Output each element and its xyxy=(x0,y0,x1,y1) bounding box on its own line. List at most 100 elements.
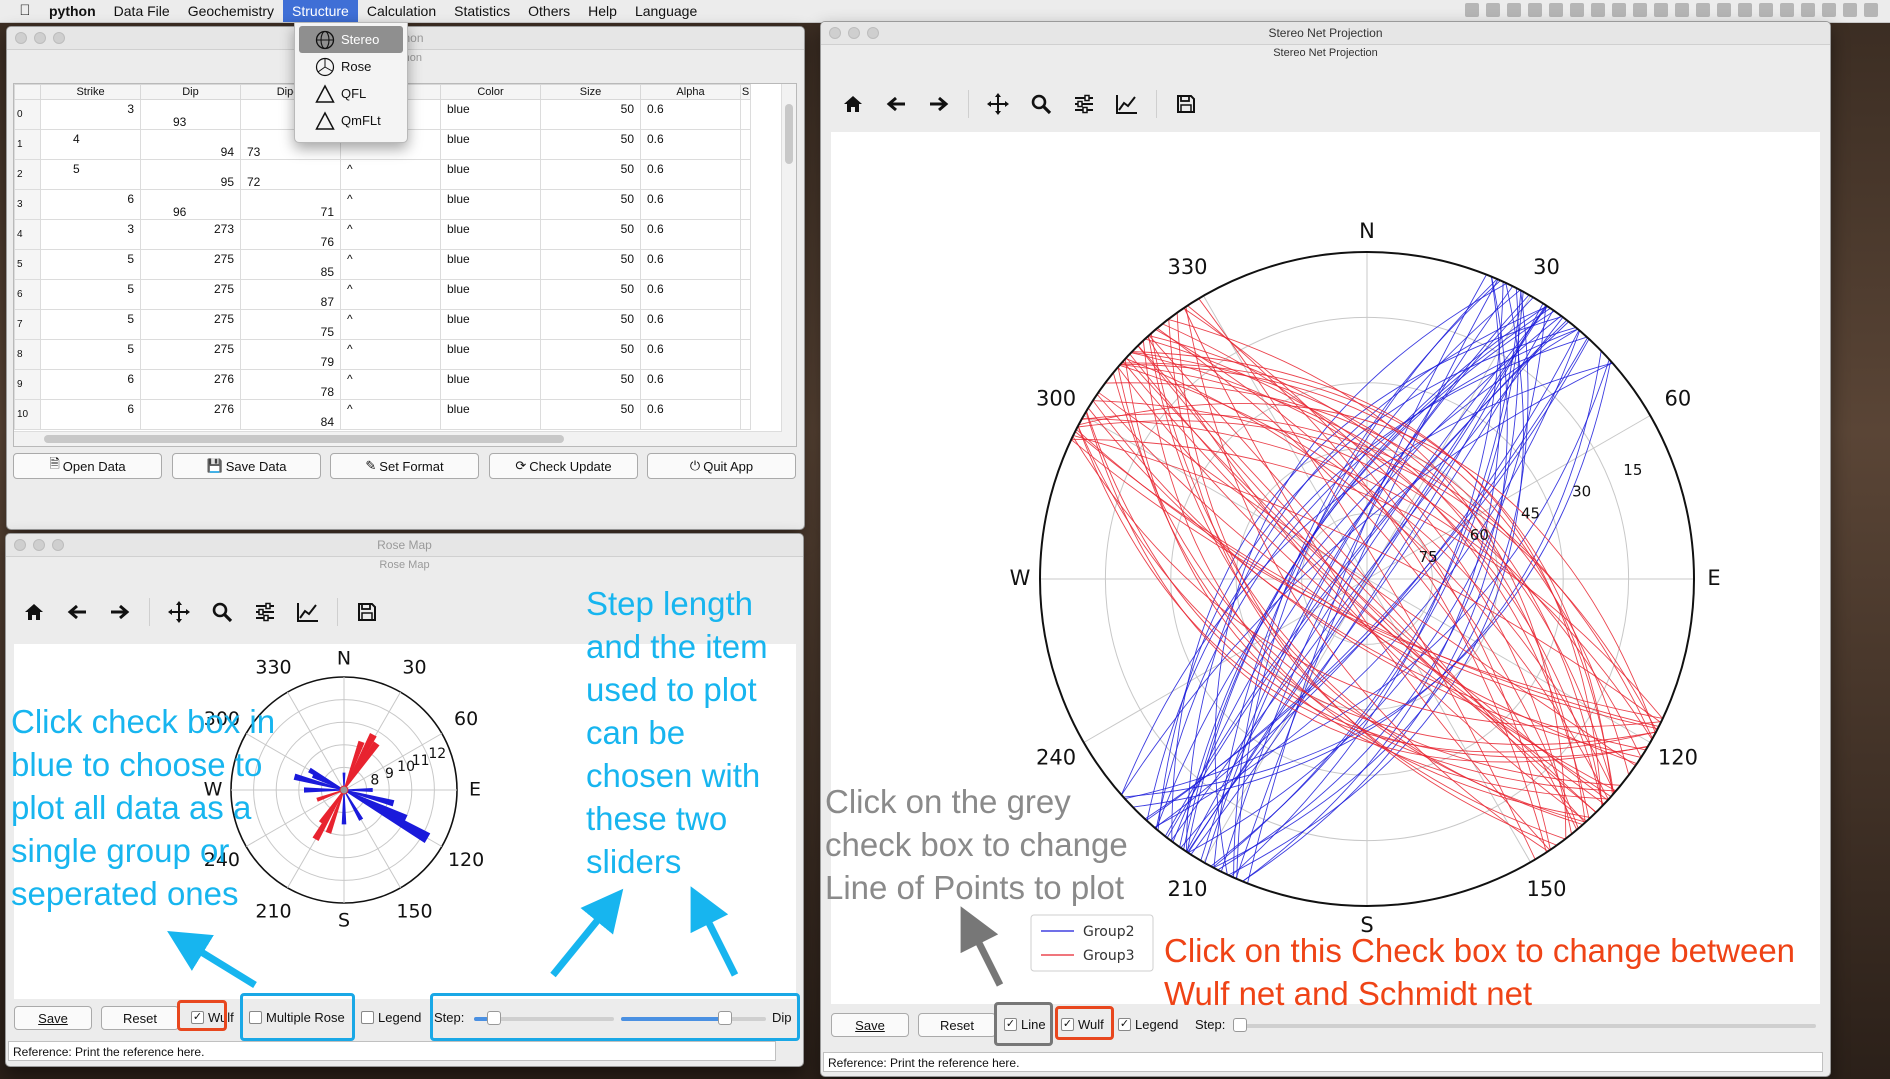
dip-angle-cell[interactable]: 71 xyxy=(240,189,341,220)
checkbox-unchecked[interactable] xyxy=(249,1011,262,1024)
table-row[interactable]: 4 3 273 76 ^ blue 50 0.6 xyxy=(14,219,751,250)
size-cell[interactable]: 50 xyxy=(540,189,641,220)
table-row[interactable]: 8 5 275 79 ^ blue 50 0.6 xyxy=(14,339,751,370)
marker-cell[interactable]: ^ xyxy=(340,399,441,430)
color-cell[interactable]: blue xyxy=(440,219,541,250)
color-cell[interactable]: blue xyxy=(440,309,541,340)
strike-cell[interactable]: 3 xyxy=(40,99,141,130)
dip-cell[interactable]: 275 xyxy=(140,279,241,310)
menu-geochemistry[interactable]: Geochemistry xyxy=(187,3,275,19)
dip-angle-cell[interactable]: 85 xyxy=(240,249,341,280)
checkbox-checked[interactable]: ✓ xyxy=(1004,1018,1017,1031)
zoom-icon[interactable] xyxy=(867,27,879,39)
slider-handle[interactable] xyxy=(486,1011,501,1025)
table-row[interactable]: 9 6 276 78 ^ blue 50 0.6 xyxy=(14,369,751,400)
open-data-button[interactable]: 🗎 Open Data xyxy=(13,453,162,479)
size-cell[interactable]: 50 xyxy=(540,399,641,430)
alpha-cell[interactable]: 0.6 xyxy=(640,159,741,190)
home-icon[interactable] xyxy=(839,90,867,118)
alpha-cell[interactable]: 0.6 xyxy=(640,219,741,250)
alpha-cell[interactable]: 0.6 xyxy=(640,249,741,280)
dip-cell[interactable]: 96 xyxy=(140,189,241,220)
tray-icon[interactable] xyxy=(1780,3,1794,17)
close-icon[interactable] xyxy=(14,539,26,551)
set-format-button[interactable]: ✎ Set Format xyxy=(330,453,479,479)
row-header[interactable]: 6 xyxy=(14,279,41,310)
alpha-cell[interactable]: 0.6 xyxy=(640,369,741,400)
zoom-icon[interactable] xyxy=(53,32,65,44)
strike-cell[interactable]: 6 xyxy=(40,399,141,430)
size-cell[interactable]: 50 xyxy=(540,99,641,130)
legend-checkbox[interactable]: ✓ Legend xyxy=(1118,1017,1178,1032)
save-icon[interactable] xyxy=(353,598,381,626)
sliders-icon[interactable] xyxy=(1070,90,1098,118)
save-data-button[interactable]: 💾 Save Data xyxy=(172,453,321,479)
forward-arrow-icon[interactable] xyxy=(925,90,953,118)
tray-icon[interactable] xyxy=(1801,3,1815,17)
color-cell[interactable]: blue xyxy=(440,129,541,160)
dip-angle-cell[interactable]: 84 xyxy=(240,399,341,430)
tray-icon[interactable] xyxy=(1465,3,1479,17)
chart-line-icon[interactable] xyxy=(1113,90,1141,118)
tray-icon[interactable] xyxy=(1864,3,1878,17)
overflow-cell[interactable] xyxy=(740,399,751,430)
window-titlebar[interactable]: Rose Map xyxy=(6,534,803,557)
marker-cell[interactable]: ^ xyxy=(340,339,441,370)
overflow-cell[interactable] xyxy=(740,249,751,280)
strike-cell[interactable]: 6 xyxy=(40,189,141,220)
tray-icon[interactable] xyxy=(1822,3,1836,17)
dip-angle-cell[interactable]: 87 xyxy=(240,279,341,310)
tray-icon[interactable] xyxy=(1549,3,1563,17)
dip-angle-cell[interactable]: 75 xyxy=(240,309,341,340)
table-row[interactable]: 7 5 275 75 ^ blue 50 0.6 xyxy=(14,309,751,340)
alpha-cell[interactable]: 0.6 xyxy=(640,99,741,130)
table-row[interactable]: 3 6 96 71 ^ blue 50 0.6 xyxy=(14,189,751,220)
tray-icon[interactable] xyxy=(1717,3,1731,17)
table-row[interactable]: 2 5 95 72 ^ blue 50 0.6 xyxy=(14,159,751,190)
marker-cell[interactable]: ^ xyxy=(340,309,441,340)
tray-icon[interactable] xyxy=(1738,3,1752,17)
column-header[interactable]: S xyxy=(740,84,751,100)
row-header[interactable]: 5 xyxy=(14,249,41,280)
menu-item-rose[interactable]: Rose xyxy=(295,53,407,80)
color-cell[interactable]: blue xyxy=(440,249,541,280)
reference-field[interactable]: Reference: Print the reference here. xyxy=(8,1041,776,1061)
row-header[interactable]: 2 xyxy=(14,159,41,190)
menu-statistics[interactable]: Statistics xyxy=(454,3,511,19)
alpha-cell[interactable]: 0.6 xyxy=(640,339,741,370)
chart-line-icon[interactable] xyxy=(294,598,322,626)
dip-cell[interactable]: 276 xyxy=(140,399,241,430)
wulf-checkbox[interactable]: ✓ Wulf xyxy=(1061,1017,1104,1032)
dip-angle-cell[interactable]: 78 xyxy=(240,369,341,400)
minimize-icon[interactable] xyxy=(33,539,45,551)
tray-icon[interactable] xyxy=(1528,3,1542,17)
size-cell[interactable]: 50 xyxy=(540,219,641,250)
dip-cell[interactable]: 275 xyxy=(140,249,241,280)
tray-icon[interactable] xyxy=(1612,3,1626,17)
row-header[interactable]: 9 xyxy=(14,369,41,400)
dip-cell[interactable]: 94 xyxy=(140,129,241,160)
alpha-cell[interactable]: 0.6 xyxy=(640,309,741,340)
tray-icon[interactable] xyxy=(1591,3,1605,17)
scroll-thumb[interactable] xyxy=(44,435,564,443)
menu-item-qfl[interactable]: QFL xyxy=(295,80,407,107)
dip-cell[interactable]: 276 xyxy=(140,369,241,400)
size-cell[interactable]: 50 xyxy=(540,279,641,310)
reset-button[interactable]: Reset xyxy=(101,1006,179,1030)
color-cell[interactable]: blue xyxy=(440,159,541,190)
dip-cell[interactable]: 93 xyxy=(140,99,241,130)
tray-icon[interactable] xyxy=(1696,3,1710,17)
alpha-cell[interactable]: 0.6 xyxy=(640,129,741,160)
row-header[interactable]: 0 xyxy=(14,99,41,130)
tray-icon[interactable] xyxy=(1654,3,1668,17)
close-icon[interactable] xyxy=(829,27,841,39)
strike-cell[interactable]: 4 xyxy=(40,129,141,160)
table-row[interactable]: 6 5 275 87 ^ blue 50 0.6 xyxy=(14,279,751,310)
column-header[interactable]: Size xyxy=(540,84,641,100)
sliders-icon[interactable] xyxy=(251,598,279,626)
zoom-icon[interactable] xyxy=(52,539,64,551)
scroll-thumb[interactable] xyxy=(785,104,793,164)
menu-structure[interactable]: Structure xyxy=(283,0,358,22)
strike-cell[interactable]: 5 xyxy=(40,309,141,340)
overflow-cell[interactable] xyxy=(740,129,751,160)
